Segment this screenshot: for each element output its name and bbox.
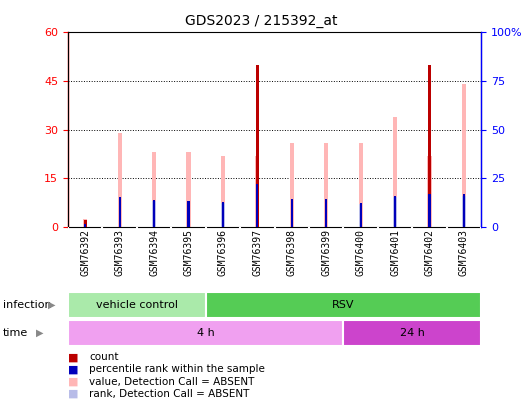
Text: GSM76396: GSM76396 <box>218 229 228 277</box>
Text: ■: ■ <box>68 352 78 362</box>
Bar <box>359 205 362 227</box>
Bar <box>393 197 397 227</box>
Bar <box>393 117 397 227</box>
Bar <box>360 203 362 227</box>
Bar <box>290 143 294 227</box>
Text: ▶: ▶ <box>48 300 55 310</box>
Text: RSV: RSV <box>332 300 355 310</box>
Bar <box>344 320 481 346</box>
Text: GSM76392: GSM76392 <box>80 229 90 277</box>
Bar <box>221 156 225 227</box>
Bar <box>427 156 431 227</box>
Text: GSM76402: GSM76402 <box>425 229 435 277</box>
Text: vehicle control: vehicle control <box>96 300 178 310</box>
Text: 4 h: 4 h <box>197 328 214 338</box>
Bar <box>83 219 87 227</box>
Bar <box>187 200 189 227</box>
Bar <box>394 196 396 227</box>
Text: 24 h: 24 h <box>400 328 425 338</box>
Bar <box>153 200 155 227</box>
Text: rank, Detection Call = ABSENT: rank, Detection Call = ABSENT <box>89 389 249 399</box>
Bar <box>256 65 259 227</box>
Bar <box>325 198 327 227</box>
Text: ■: ■ <box>68 364 78 374</box>
Text: GSM76403: GSM76403 <box>459 229 469 277</box>
Bar <box>222 202 224 227</box>
Bar <box>186 152 190 227</box>
Text: GSM76395: GSM76395 <box>184 229 194 277</box>
Bar <box>84 224 86 227</box>
Bar <box>119 197 121 227</box>
Text: GSM76399: GSM76399 <box>321 229 331 277</box>
Bar <box>187 202 190 227</box>
Bar <box>256 184 258 227</box>
Bar <box>359 143 363 227</box>
Text: count: count <box>89 352 118 362</box>
Text: ■: ■ <box>68 389 78 399</box>
Text: time: time <box>3 328 28 338</box>
Bar <box>68 320 344 346</box>
Bar <box>221 202 225 227</box>
Bar <box>428 194 430 227</box>
Bar <box>206 292 481 318</box>
Text: GSM76401: GSM76401 <box>390 229 400 277</box>
Bar <box>428 65 431 227</box>
Text: GSM76398: GSM76398 <box>287 229 297 277</box>
Text: GSM76393: GSM76393 <box>115 229 124 277</box>
Bar <box>152 200 156 227</box>
Text: GDS2023 / 215392_at: GDS2023 / 215392_at <box>185 14 338 28</box>
Text: GSM76400: GSM76400 <box>356 229 366 277</box>
Bar <box>462 196 465 227</box>
Bar <box>462 84 466 227</box>
Text: ▶: ▶ <box>36 328 43 338</box>
Text: percentile rank within the sample: percentile rank within the sample <box>89 364 265 374</box>
Bar <box>463 194 465 227</box>
Bar <box>255 156 259 227</box>
Bar <box>324 143 328 227</box>
Text: infection: infection <box>3 300 51 310</box>
Bar <box>84 220 87 227</box>
Text: GSM76397: GSM76397 <box>253 229 263 277</box>
Text: GSM76394: GSM76394 <box>149 229 159 277</box>
Bar <box>68 292 206 318</box>
Bar <box>291 198 293 227</box>
Bar <box>118 133 122 227</box>
Bar <box>152 152 156 227</box>
Text: value, Detection Call = ABSENT: value, Detection Call = ABSENT <box>89 377 254 386</box>
Text: ■: ■ <box>68 377 78 386</box>
